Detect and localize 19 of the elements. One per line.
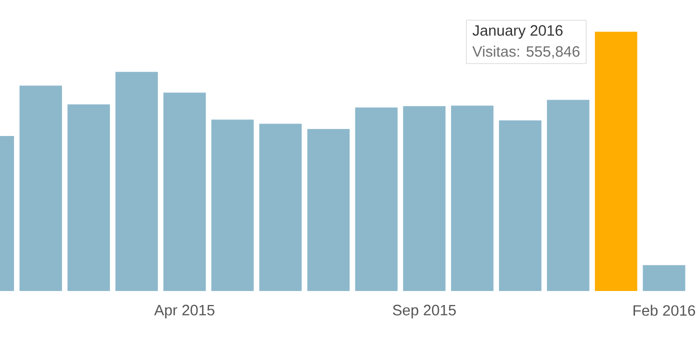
- bar: [211, 120, 254, 291]
- x-tick-label: Apr 2015: [154, 304, 214, 318]
- bar: [594, 32, 638, 291]
- bar: [642, 265, 686, 291]
- bar: [355, 107, 398, 291]
- annotation: January 2016: [472, 25, 563, 39]
- annotation: Visitas: 555,846: [472, 46, 580, 59]
- bar: [67, 104, 110, 291]
- bar: [163, 92, 206, 291]
- bar: [498, 120, 542, 291]
- bar: [546, 100, 590, 291]
- bar: [20, 86, 62, 291]
- x-tick-label: Feb 2016: [634, 304, 696, 316]
- bar: [115, 72, 158, 291]
- bar: [451, 106, 494, 291]
- bar: [259, 124, 302, 291]
- bar: [403, 106, 446, 291]
- x-tick-label: Sep 2015: [392, 304, 456, 318]
- bar: [307, 128, 350, 291]
